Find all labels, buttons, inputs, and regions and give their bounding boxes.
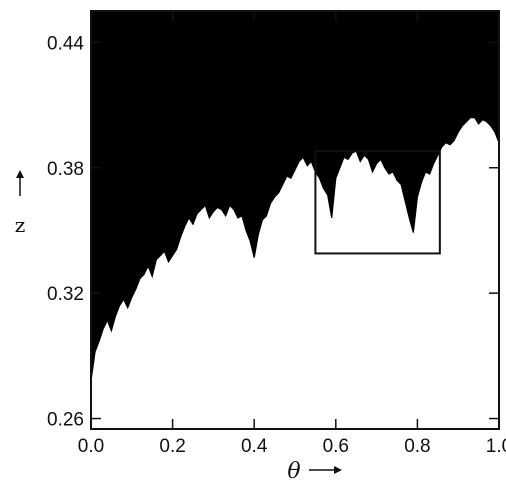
x-tick-label: 0.6 (323, 436, 349, 457)
axis-layer: 0.0 0.2 0.4 0.6 0.8 1.0 0.26 0.32 0.38 0.44 (47, 10, 506, 457)
zoom-rectangle (314, 150, 441, 255)
annotation-layer (314, 150, 441, 255)
x-tick-label: 0.2 (159, 436, 185, 457)
fractal-boundary-line (90, 116, 500, 382)
y-tick-label: 0.32 (47, 284, 84, 305)
y-axis-label: z (15, 213, 26, 237)
x-tick-label: 0.0 (78, 436, 104, 457)
x-tick-label: 1.0 (486, 436, 506, 457)
y-tick-label: 0.38 (47, 159, 84, 180)
plot-layer (90, 11, 500, 382)
fractal-dark-region (91, 11, 499, 381)
y-axis-arrow-icon (16, 170, 24, 196)
x-tick-label: 0.8 (404, 436, 430, 457)
x-axis-label: θ (287, 459, 300, 484)
x-axis-arrow-icon (309, 466, 342, 474)
y-tick-label: 0.44 (47, 33, 84, 54)
x-tick-label: 0.4 (241, 436, 268, 457)
y-tick-label: 0.26 (47, 410, 84, 431)
plot-frame (90, 10, 500, 430)
